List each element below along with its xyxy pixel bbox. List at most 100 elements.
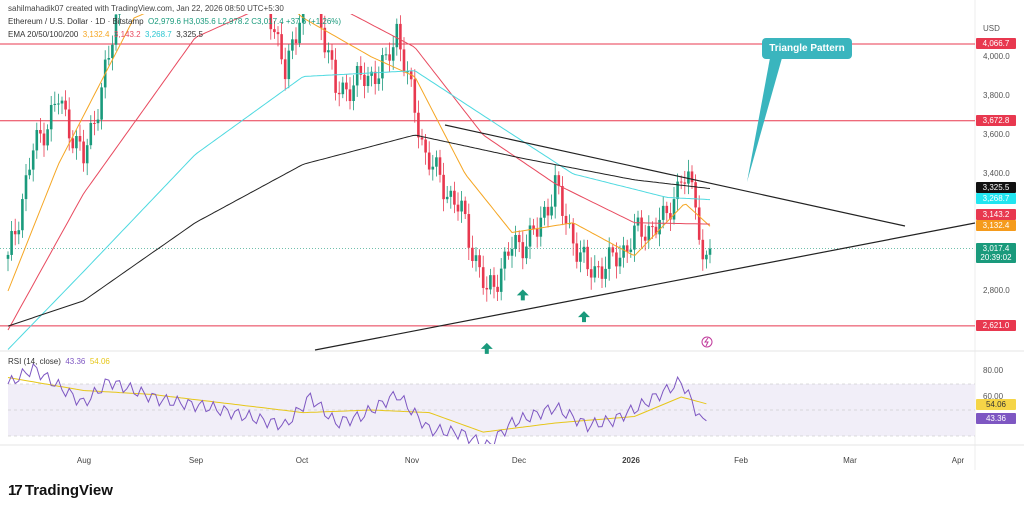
candle-body (39, 129, 42, 134)
support-arrow-icon (578, 311, 590, 323)
candle-body (64, 100, 67, 110)
candle-body (661, 205, 665, 220)
candle-body (478, 255, 481, 268)
candle-body (582, 246, 586, 253)
candle-body (564, 215, 568, 224)
candle-body (348, 89, 352, 102)
candle-body (633, 225, 636, 250)
candle-body (93, 122, 96, 124)
rsi-y-tick-label: 60.00 (983, 392, 1004, 401)
candle-body (481, 267, 485, 288)
candle-body (503, 251, 507, 269)
candle-body (17, 230, 21, 235)
x-tick-label: Feb (734, 456, 748, 465)
ema20-line (7, 14, 711, 292)
candle-body (341, 82, 345, 95)
candle-body (618, 257, 622, 267)
candle-body (10, 230, 13, 255)
candle-body (352, 85, 355, 102)
callout-pointer (747, 58, 782, 182)
candle-body (553, 175, 557, 207)
price-tag: 3,325.5 (976, 182, 1016, 193)
ohlc-values: O2,979.6 H3,035.6 L2,978.2 C3,017.4 +37.… (148, 17, 342, 26)
price-tag: 3,268.7 (976, 193, 1016, 204)
candle-body (629, 249, 633, 252)
rsi-y-tick-label: 80.00 (983, 366, 1004, 375)
rsi-line (7, 363, 707, 444)
candle-body (280, 34, 283, 60)
candle-body (21, 199, 24, 231)
candle-body (427, 152, 431, 170)
lightning-icon (704, 337, 709, 347)
candle-body (517, 234, 521, 243)
triangle-lower-trendline (314, 222, 976, 351)
candle-body (665, 205, 669, 214)
rsi-legend: RSI (14, close) 43.36 54.06 (8, 357, 110, 366)
candle-body (298, 22, 301, 44)
candle-body (690, 171, 694, 183)
y-tick-label: 3,800.0 (983, 91, 1010, 100)
candle-body (53, 103, 57, 105)
symbol-name: Ethereum / U.S. Dollar · 1D · Bitstamp (8, 17, 144, 26)
candle-body (100, 87, 103, 120)
rsi-ma-value: 54.06 (89, 357, 110, 366)
rsi-ma-tag: 54.06 (976, 398, 1016, 410)
candle-body (687, 171, 690, 184)
price-tag: 3,017.4 20:39:02 (976, 243, 1016, 263)
y-tick-label: 2,800.0 (983, 286, 1010, 295)
x-tick-label: Dec (511, 456, 527, 465)
ema50-line (7, 14, 711, 331)
tradingview-logo: 17 TradingView (8, 482, 113, 499)
candle-body (395, 23, 399, 48)
y-tick-label: 4,000.0 (983, 52, 1010, 61)
support-arrow-icon (516, 289, 529, 301)
x-tick-label: Mar (843, 456, 857, 465)
x-tick-label: Nov (404, 456, 420, 465)
candle-body (28, 169, 31, 176)
ema50-value: 3,143.2 (113, 30, 141, 39)
currency-label: USD (983, 24, 1000, 33)
ema200-line (7, 134, 711, 327)
candle-body (319, 14, 323, 28)
candle-body (474, 255, 478, 262)
candle-body (384, 54, 388, 56)
candle-body (294, 39, 298, 44)
candle-body (366, 75, 370, 87)
candle-body (496, 286, 499, 292)
rsi-pane (7, 363, 707, 444)
x-tick-label: Apr (951, 456, 965, 465)
candle-body (525, 246, 528, 259)
candle-body (557, 175, 561, 186)
candle-body (467, 214, 471, 248)
x-tick-label: Oct (295, 456, 309, 465)
candle-body (708, 248, 712, 255)
candle-body (71, 138, 75, 149)
logo-text: TradingView (24, 482, 113, 499)
triangle-pattern-callout: Triangle Pattern (762, 38, 852, 59)
candle-body (600, 266, 604, 279)
candle-body (13, 230, 17, 235)
rsi-value: 43.36 (65, 357, 86, 366)
ema-label: EMA 20/50/100/200 (8, 30, 79, 39)
candle-body (413, 79, 417, 113)
candle-body (676, 181, 679, 200)
candle-body (445, 196, 449, 200)
candle-body (60, 100, 64, 104)
triangle-upper-trendline (444, 124, 906, 227)
candle-body (431, 166, 435, 170)
candle-body (42, 133, 46, 146)
support-arrow-icon (480, 342, 493, 354)
candle-body (571, 223, 575, 244)
candle-body (402, 49, 406, 73)
ema100-line (7, 70, 711, 350)
candle-body (49, 104, 53, 130)
candle-body (463, 200, 467, 215)
candle-body (449, 190, 453, 197)
candle-body (643, 236, 647, 241)
candle-body (57, 103, 60, 105)
countdown-timer: 20:39:02 (980, 253, 1012, 262)
candle-body (82, 141, 85, 164)
candle-body (276, 32, 280, 35)
candle-body (24, 175, 28, 200)
